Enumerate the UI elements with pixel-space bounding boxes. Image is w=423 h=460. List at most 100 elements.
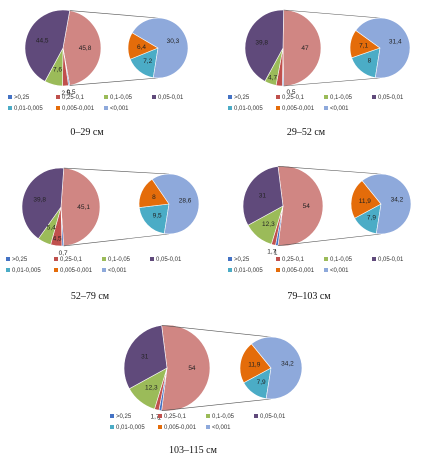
connector-line-bottom	[277, 233, 382, 246]
pie-value-label: 31	[141, 354, 149, 361]
inset-value-label: 7,1	[359, 43, 368, 50]
legend-swatch	[372, 95, 376, 99]
legend-label: >0,25	[234, 95, 250, 101]
legend-label: <0,001	[330, 106, 349, 112]
legend-swatch	[206, 425, 210, 429]
pie-panel-2: 4,7 39,8 47 0,5 8 7,1 31,4 >0,25 0,25-0,1 0,1-0,0…	[228, 9, 411, 138]
legend-label: <0,001	[330, 268, 349, 274]
legend-label: 0,25-0,1	[282, 257, 305, 263]
panel-caption: 52–79 см	[71, 291, 110, 302]
legend-label: 0,005-0,001	[164, 425, 197, 431]
connector-line-bottom	[69, 77, 159, 86]
legend-swatch	[56, 95, 60, 99]
legend-label: >0,25	[116, 414, 132, 420]
inset-slice-6	[151, 173, 200, 235]
legend-label: 0,01-0,005	[12, 268, 41, 274]
legend-label: >0,25	[12, 257, 28, 263]
inset-slice-6	[355, 17, 411, 79]
pie-slice-clay	[62, 10, 102, 86]
pie-value-label: 54	[188, 365, 196, 372]
legend-label: <0,001	[110, 106, 129, 112]
legend-label: 0,1-0,05	[110, 95, 133, 101]
pie-slice-3	[244, 9, 284, 82]
legend-label: 0,25-0,1	[60, 257, 83, 263]
legend-label: 0,05-0,01	[158, 95, 184, 101]
inset-value-label: 7,9	[257, 379, 266, 386]
legend-swatch	[8, 95, 12, 99]
pie-panel-3: 0,7 4,5 5,4 39,8 45,1 9,5 8 28,6 >0,25 0,25-0,1 0,…	[6, 167, 200, 302]
connector-line-top	[63, 167, 170, 175]
connector-line-top	[69, 10, 159, 19]
legend-label: 0,1-0,05	[212, 414, 235, 420]
legend-swatch	[104, 95, 108, 99]
legend-swatch	[6, 257, 10, 261]
pie-slice-clay	[161, 324, 211, 412]
legend-swatch	[276, 106, 280, 110]
legend-swatch	[228, 268, 232, 272]
panel-caption: 29–52 см	[287, 127, 326, 138]
pie-small-label: 0,5	[66, 89, 75, 96]
pie-value-label: 2,5	[61, 90, 70, 97]
connector-line-top	[283, 9, 381, 19]
pie-value-label: 1,7	[150, 414, 159, 421]
legend-label: 0,05-0,01	[156, 257, 182, 263]
inset-slice-6	[251, 336, 303, 400]
legend-swatch	[228, 257, 232, 261]
inset-value-label: 9,5	[153, 212, 162, 219]
inset-value-label: 11,9	[248, 362, 261, 369]
legend-label: >0,25	[14, 95, 30, 101]
pie-value-label: 4,7	[268, 74, 277, 81]
legend-swatch	[276, 95, 280, 99]
legend-swatch	[54, 257, 58, 261]
inset-slice-6	[361, 173, 412, 235]
legend-label: 0,1-0,05	[330, 257, 353, 263]
legend-label: 0,005-0,001	[62, 106, 95, 112]
legend-label: 0,01-0,005	[116, 425, 145, 431]
pie-panel-1: 2,5 7,6 44,5 45,8 0,5 7,2 6,4 30,3 >0,25 0,25-0,1…	[8, 9, 189, 138]
panel-caption: 0–29 см	[70, 127, 104, 138]
pie-value-label: 45,1	[77, 204, 90, 211]
connector-line-bottom	[161, 398, 272, 411]
panel-caption: 79–103 см	[287, 291, 331, 302]
legend-swatch	[276, 257, 280, 261]
pie-slice-clay	[282, 9, 322, 87]
legend-swatch	[104, 106, 108, 110]
legend-label: 0,1-0,05	[330, 95, 353, 101]
pie-value-label: 0,7	[59, 250, 68, 257]
connector-line-top	[277, 166, 382, 175]
pie-value-label: 47	[301, 45, 309, 52]
legend-swatch	[276, 268, 280, 272]
legend-swatch	[8, 106, 12, 110]
pie-value-label: 31	[259, 192, 267, 199]
inset-value-label: 30,3	[167, 38, 180, 45]
legend-swatch	[158, 425, 162, 429]
legend-swatch	[110, 414, 114, 418]
pie-value-label: 39,8	[33, 196, 46, 203]
legend-label: <0,001	[212, 425, 231, 431]
legend-swatch	[228, 106, 232, 110]
pie-value-label: 5,4	[47, 224, 56, 231]
pie-value-label: 39,8	[255, 39, 268, 46]
pie-slice-3	[242, 165, 284, 226]
pie-slice-3	[21, 167, 65, 240]
pie-slice-3	[123, 325, 168, 390]
legend-label: >0,25	[234, 257, 250, 263]
inset-value-label: 8	[368, 58, 372, 65]
legend-swatch	[372, 257, 376, 261]
legend-swatch	[324, 268, 328, 272]
legend-swatch	[56, 106, 60, 110]
legend-label: 0,01-0,005	[14, 106, 43, 112]
legend-swatch	[110, 425, 114, 429]
legend-label: 0,005-0,001	[282, 268, 315, 274]
pie-slice-clay	[277, 165, 324, 247]
legend-swatch	[6, 268, 10, 272]
connector-line-bottom	[283, 77, 381, 87]
pie-slice-3	[24, 9, 71, 82]
legend-label: 0,25-0,1	[164, 414, 187, 420]
pie-value-label: 45,8	[79, 45, 92, 52]
legend-label: 0,005-0,001	[282, 106, 315, 112]
pie-value-label: 7,6	[53, 66, 62, 73]
pie-value-label: 4,5	[53, 236, 62, 243]
inset-value-label: 8	[152, 194, 156, 201]
